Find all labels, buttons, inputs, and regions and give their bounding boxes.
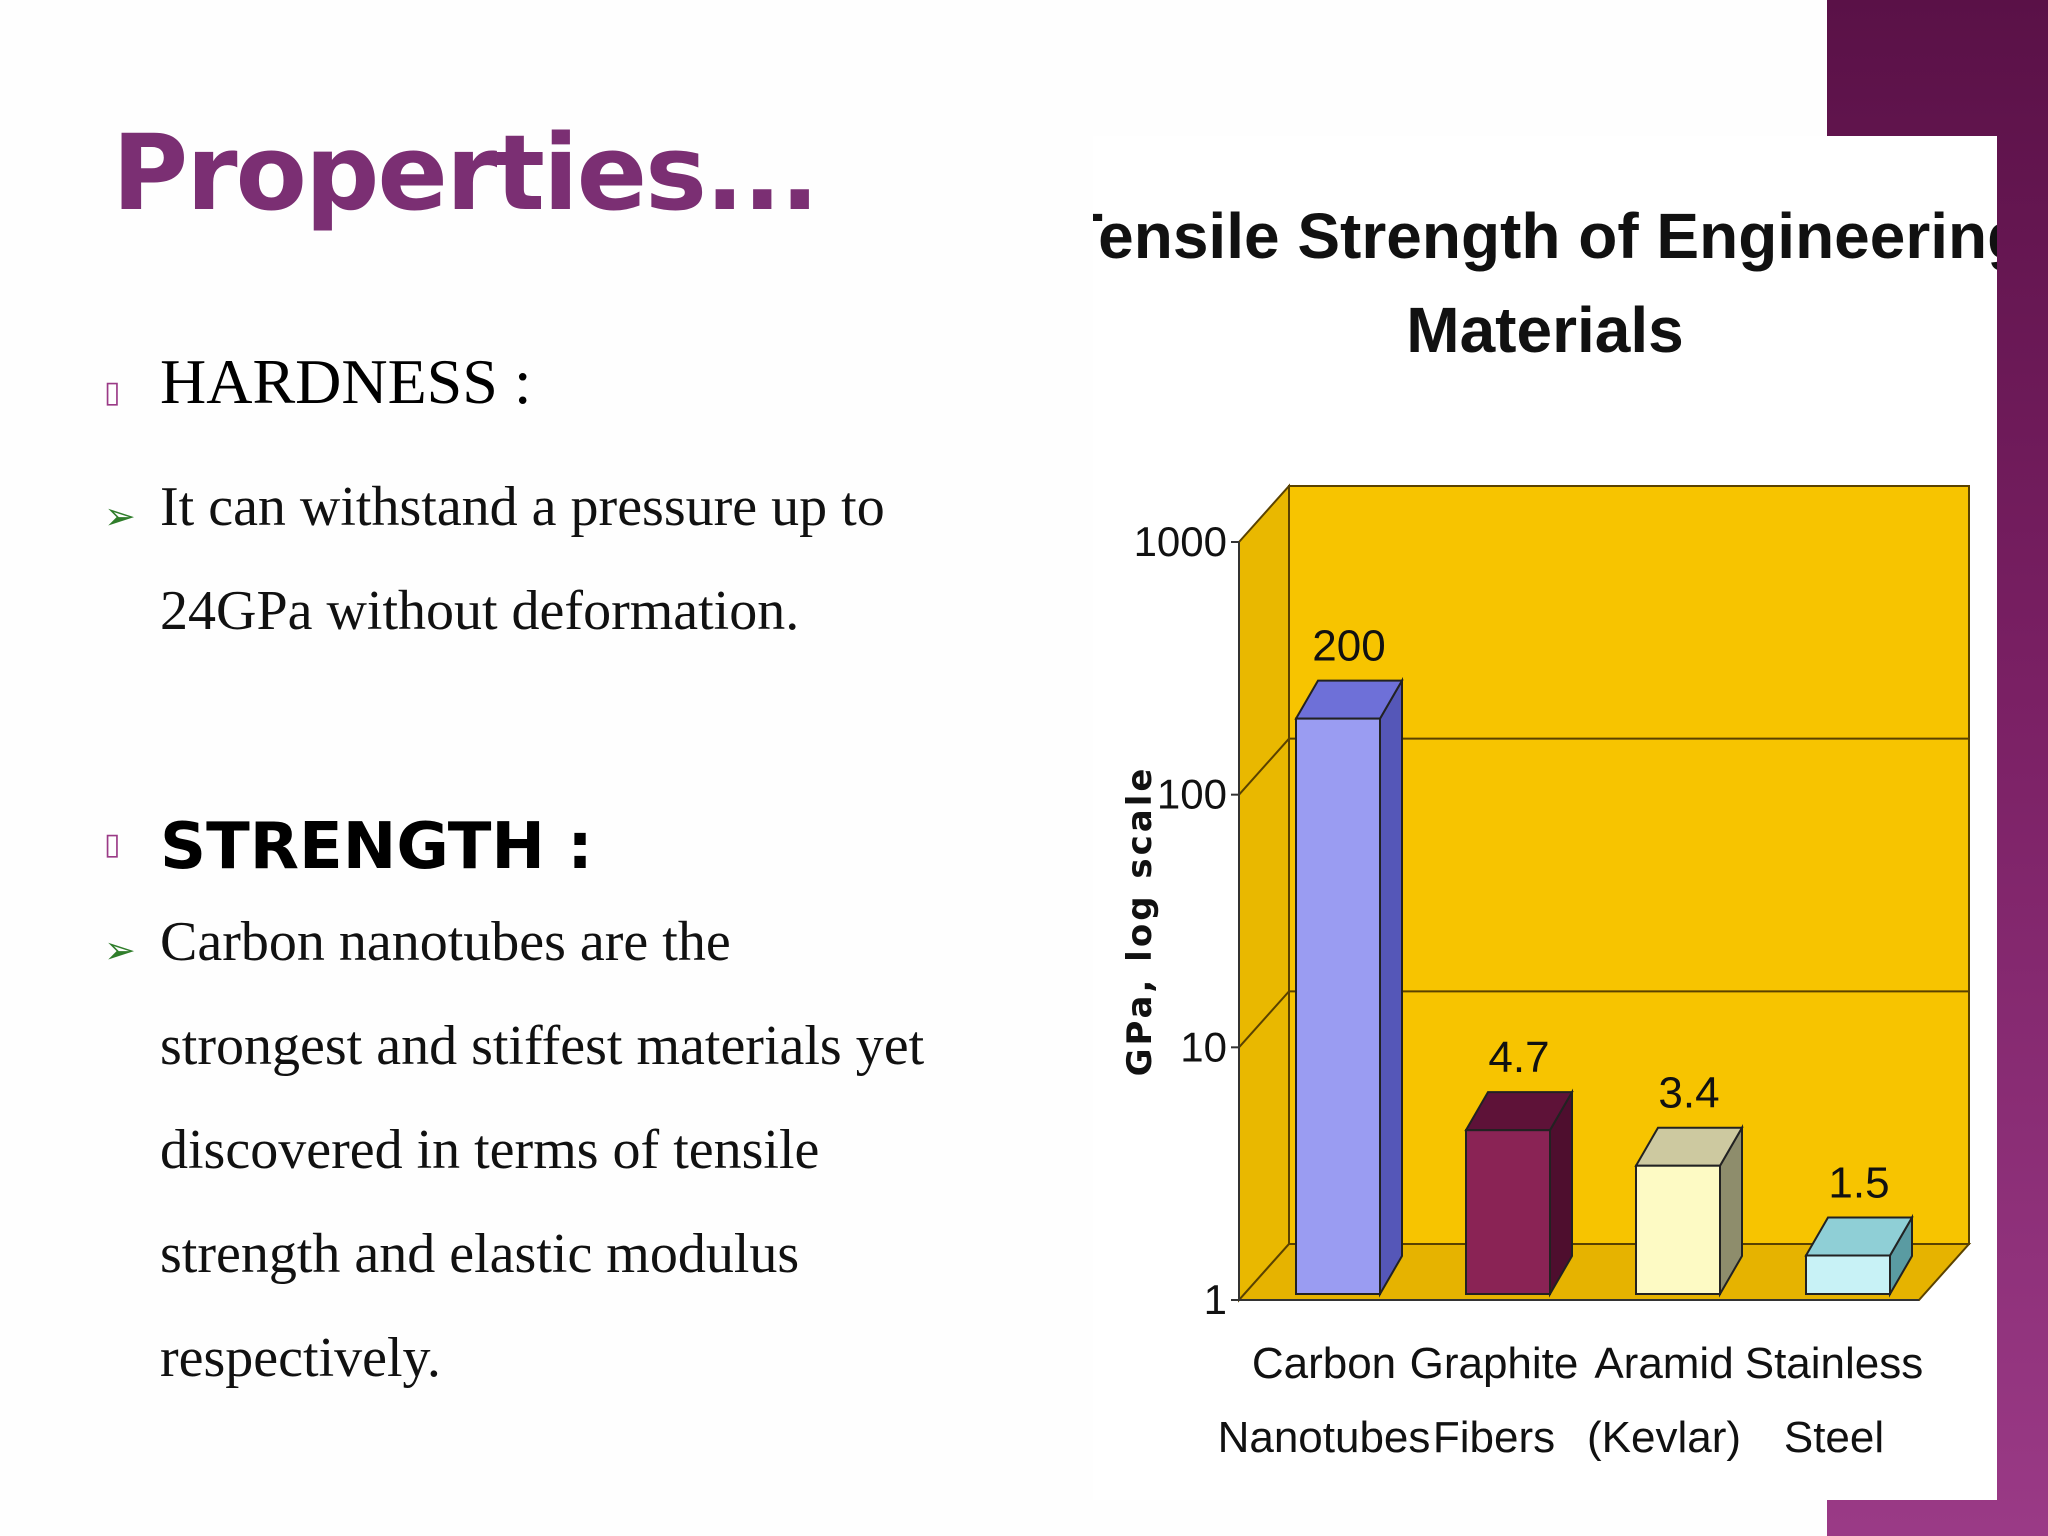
chart-gridline: [1238, 737, 1969, 796]
y-axis-label: GPa, log scale: [1120, 766, 1160, 1077]
strength-text: Carbon nanotubes are the strongest and s…: [160, 890, 1030, 1410]
square-bullet-icon: ▯: [104, 376, 121, 409]
chart-gridline: [1238, 990, 1969, 1048]
bar: [1805, 1254, 1891, 1295]
x-category-label: Fibers: [1433, 1413, 1555, 1462]
bar: [1635, 1164, 1721, 1296]
x-category-label: Nanotubes: [1218, 1413, 1431, 1462]
arrow-bullet-icon: ➢: [104, 930, 136, 972]
x-category-label: Aramid: [1594, 1339, 1733, 1388]
bar-value-label: 3.4: [1658, 1069, 1719, 1118]
tensile-strength-chart: Tensile Strength of Engineering Materials…: [1093, 200, 1997, 1462]
x-category-label: Stainless: [1745, 1339, 1924, 1388]
hardness-text: It can withstand a pressure up to 24GPa …: [160, 455, 1030, 663]
arrow-bullet-icon: ➢: [104, 496, 136, 538]
square-bullet-icon: ▯: [104, 828, 121, 861]
chart-title-line: Materials: [1406, 294, 1683, 366]
bar-side: [1379, 676, 1403, 1298]
strength-heading: STRENGTH :: [160, 810, 593, 884]
y-tick-label: 1000: [1134, 518, 1227, 565]
chart-left-wall: [1238, 483, 1290, 1303]
x-category-label: (Kevlar): [1587, 1413, 1741, 1462]
text-line: Carbon nanotubes are the: [160, 911, 731, 973]
bar: [1295, 717, 1381, 1295]
text-line: strength and elastic modulus: [160, 1223, 800, 1285]
bar-value-label: 4.7: [1488, 1033, 1549, 1082]
chart-panel: Tensile Strength of Engineering Materials…: [1093, 136, 1997, 1500]
chart-title-line: Tensile Strength of Engineering: [1093, 200, 1997, 272]
text-line: It can withstand a pressure up to: [160, 476, 885, 538]
hardness-heading: HARDNESS :: [160, 346, 532, 417]
x-category-label: Graphite: [1410, 1339, 1579, 1388]
text-line: discovered in terms of tensile: [160, 1119, 820, 1181]
y-tick-label: 100: [1157, 771, 1227, 818]
slide-title: Properties...: [112, 112, 820, 234]
x-category-label: Carbon: [1252, 1339, 1396, 1388]
bar-value-label: 200: [1312, 622, 1385, 671]
text-line: strongest and stiffest materials yet: [160, 1015, 925, 1077]
bar-value-label: 1.5: [1828, 1159, 1889, 1208]
text-line: respectively.: [160, 1327, 441, 1389]
text-line: 24GPa without deformation.: [160, 580, 800, 642]
x-category-label: Steel: [1784, 1413, 1884, 1462]
y-tick-label: 10: [1180, 1023, 1227, 1070]
bar: [1465, 1129, 1551, 1296]
y-tick-label: 1: [1204, 1276, 1227, 1323]
